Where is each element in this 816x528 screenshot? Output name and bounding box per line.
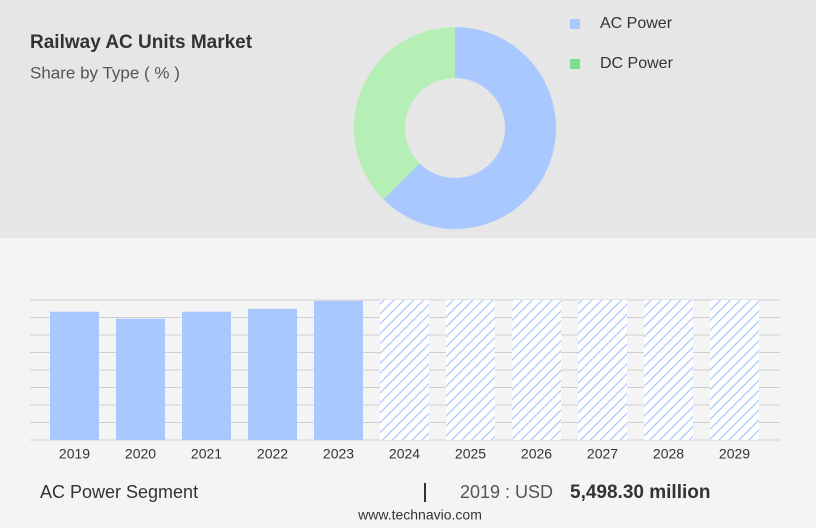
chart-title: Railway AC Units Market <box>30 32 253 53</box>
highlight-value: 5,498.30 million <box>570 482 710 503</box>
chart-subtitle: Share by Type ( % ) <box>30 63 180 82</box>
forecast-placeholder <box>578 300 627 440</box>
x-tick-label: 2029 <box>719 446 750 462</box>
x-tick-label: 2019 <box>59 446 90 462</box>
forecast-placeholder <box>380 300 429 440</box>
pie-slice <box>353 27 455 200</box>
x-tick-label: 2023 <box>323 446 354 462</box>
source: www.technavio.com <box>357 507 482 523</box>
forecast-placeholder <box>446 300 495 440</box>
x-tick-label: 2020 <box>125 446 156 462</box>
bar <box>116 318 165 440</box>
legend-swatch <box>570 19 580 29</box>
x-tick-label: 2021 <box>191 446 222 462</box>
highlight-label: 2019 : USD <box>460 482 553 502</box>
x-tick-label: 2024 <box>389 446 420 462</box>
bar <box>248 308 297 440</box>
x-tick-label: 2028 <box>653 446 684 462</box>
forecast-placeholder <box>644 300 693 440</box>
segment-label: AC Power Segment <box>40 482 198 502</box>
pie-slice <box>383 27 556 229</box>
x-tick-label: 2027 <box>587 446 618 462</box>
legend-label: DC Power <box>600 55 674 72</box>
x-tick-label: 2025 <box>455 446 486 462</box>
legend-label: AC Power <box>600 15 673 32</box>
forecast-placeholder <box>710 300 759 440</box>
bar <box>182 311 231 440</box>
bar <box>314 300 363 440</box>
forecast-placeholder <box>512 300 561 440</box>
bar <box>50 311 99 440</box>
legend-swatch <box>570 59 580 69</box>
x-tick-label: 2026 <box>521 446 552 462</box>
x-tick-label: 2022 <box>257 446 288 462</box>
